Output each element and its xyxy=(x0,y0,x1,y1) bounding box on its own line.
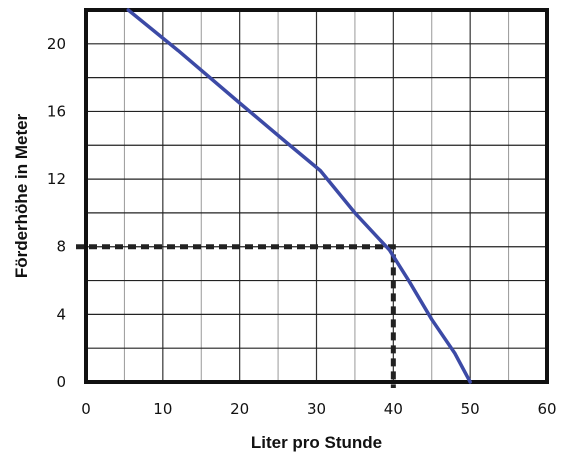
grid-lines xyxy=(86,10,547,382)
x-tick-label: 40 xyxy=(384,400,403,418)
y-tick-labels: 0 4 8 12 16 20 xyxy=(47,35,66,391)
x-tick-labels: 0 10 20 30 40 50 60 xyxy=(81,400,556,418)
y-tick-label: 8 xyxy=(56,238,66,256)
plot-frame xyxy=(84,8,549,384)
series-line xyxy=(126,8,472,384)
y-tick-label: 16 xyxy=(47,102,66,120)
y-tick-label: 20 xyxy=(47,35,66,53)
y-axis-label: Förderhöhe in Meter xyxy=(12,113,31,278)
series-group xyxy=(126,8,472,384)
x-tick-label: 30 xyxy=(307,400,326,418)
operating-point-guide xyxy=(76,244,396,388)
x-tick-label: 10 xyxy=(153,400,172,418)
x-axis-label: Liter pro Stunde xyxy=(251,433,382,452)
x-tick-label: 60 xyxy=(537,400,556,418)
y-tick-label: 0 xyxy=(56,373,66,391)
y-tick-label: 12 xyxy=(47,170,66,188)
x-tick-label: 20 xyxy=(230,400,249,418)
y-tick-label: 4 xyxy=(56,305,66,323)
x-tick-label: 0 xyxy=(81,400,91,418)
annotations xyxy=(76,244,396,388)
x-tick-label: 50 xyxy=(461,400,480,418)
